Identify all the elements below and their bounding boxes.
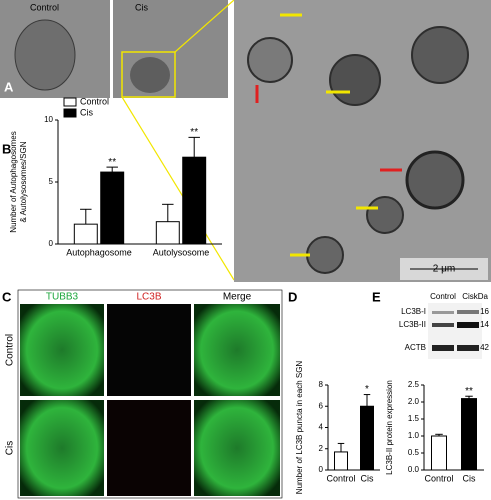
x-tick-label: Cis: [361, 473, 374, 483]
significance: *: [365, 384, 369, 395]
y-axis-label: LC3B-II protein expression: [385, 380, 394, 475]
row-label: Cis: [5, 441, 16, 455]
legend-swatch: [63, 97, 77, 107]
legend-label: Control: [80, 96, 109, 106]
y-tick-label: 1.5: [408, 414, 420, 423]
bar: [155, 221, 180, 245]
x-tick-label: Autolysosome: [153, 247, 210, 257]
band-label: ACTB: [405, 343, 426, 352]
em-vesicle: [405, 150, 465, 210]
zoom-line: [174, 0, 235, 53]
merge-image: [194, 400, 280, 496]
em-vesicle: [366, 196, 404, 234]
em-cis-image: [113, 0, 228, 98]
y-tick-label: 0: [319, 465, 324, 474]
panel-label: D: [288, 289, 297, 304]
em-vesicle: [247, 37, 293, 83]
band: [432, 345, 454, 351]
y-axis-label: Number of Autophagosomes: [9, 131, 18, 232]
x-tick-label: Cis: [463, 473, 476, 483]
panel-label: E: [372, 289, 381, 304]
kda-value: 16: [480, 307, 489, 316]
scale-bar-label: 2 μm: [433, 264, 455, 275]
lc3b-image: [107, 304, 191, 396]
bar: [73, 223, 98, 245]
y-axis-label: & Autolysosomes/SGN: [19, 141, 28, 222]
kda-value: 14: [480, 320, 489, 329]
bar: [360, 405, 374, 471]
y-tick-label: 0.5: [408, 448, 420, 457]
y-axis-label: Number of LC3B puncta in each SGN: [295, 361, 304, 495]
lane-label: Control: [430, 292, 456, 301]
lc3b-image: [107, 400, 191, 496]
y-tick-label: 6: [319, 401, 324, 410]
bar: [461, 398, 477, 471]
em-vesicle: [411, 26, 469, 84]
x-tick-label: Control: [424, 473, 453, 483]
column-header: TUBB3: [46, 292, 79, 303]
merge-image: [194, 304, 280, 396]
em-vesicle: [306, 236, 344, 274]
y-tick-label: 4: [319, 423, 324, 432]
band: [432, 323, 454, 327]
band: [457, 345, 479, 351]
fluorescence-grid: [20, 304, 280, 496]
band: [457, 310, 479, 314]
y-tick-label: 1.0: [408, 431, 420, 440]
tubb3-image: [20, 304, 104, 396]
band: [432, 311, 454, 314]
band-label: LC3B-I: [401, 307, 426, 316]
band: [457, 322, 479, 328]
tubb3-image: [20, 400, 104, 496]
bar: [100, 171, 125, 245]
significance: **: [108, 157, 116, 168]
significance: **: [190, 127, 198, 138]
em-nucleus: [14, 19, 76, 91]
y-tick-label: 2: [319, 444, 324, 453]
kda-value: 42: [480, 343, 489, 352]
y-tick-label: 10: [44, 115, 53, 124]
y-tick-label: 2.0: [408, 397, 420, 406]
zoom-line: [121, 96, 235, 281]
em-vesicle: [329, 54, 381, 106]
y-tick-label: 0: [49, 239, 54, 248]
y-tick-label: 8: [319, 380, 324, 389]
y-tick-label: 2.5: [408, 380, 420, 389]
bar: [431, 435, 447, 471]
legend-swatch: [63, 108, 77, 118]
panel-frame: [17, 289, 283, 499]
legend-label: Cis: [80, 107, 93, 117]
panel-label: A: [4, 79, 14, 94]
x-tick-label: Autophagosome: [66, 247, 132, 257]
y-tick-label: 5: [49, 177, 54, 186]
x-tick-label: Control: [326, 473, 355, 483]
row-label: Control: [5, 334, 16, 366]
bar: [182, 156, 207, 245]
em-label: Cis: [135, 2, 148, 12]
kda-label: kDa: [474, 292, 489, 301]
band-label: LC3B-II: [399, 320, 426, 329]
panel-label: B: [2, 141, 11, 156]
column-header: Merge: [223, 292, 252, 303]
column-header: LC3B: [136, 292, 161, 303]
panel-label: C: [2, 289, 12, 304]
bar: [334, 451, 348, 471]
y-tick-label: 0.0: [408, 465, 420, 474]
em-vesicle: [130, 57, 170, 93]
lane-label: Cis: [462, 292, 474, 301]
significance: **: [465, 386, 473, 397]
em-label: Control: [30, 2, 59, 12]
zoom-box: [121, 51, 176, 98]
